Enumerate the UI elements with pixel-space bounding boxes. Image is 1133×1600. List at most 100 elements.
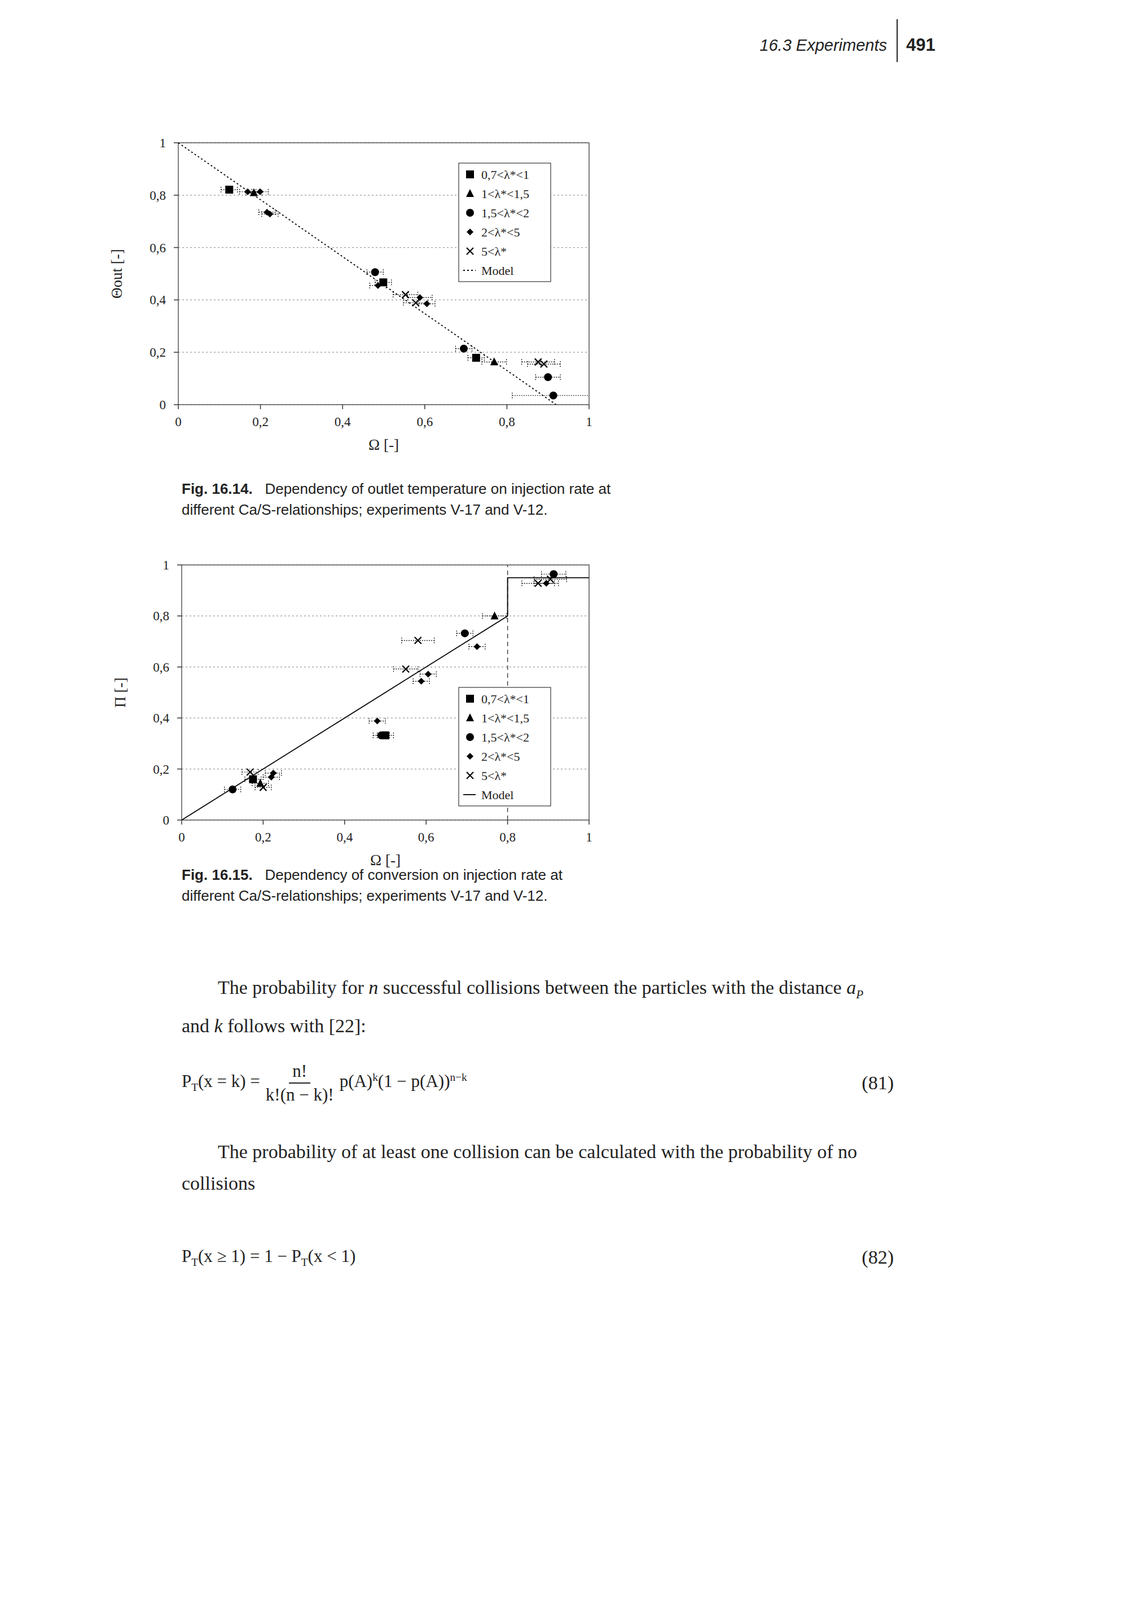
numerator: n! — [288, 1060, 311, 1084]
figure-caption: Fig. 16.14. Dependency of outlet tempera… — [181, 478, 611, 521]
data-point — [540, 360, 548, 368]
x-tick — [262, 819, 265, 825]
text-run: successful collisions between the partic… — [378, 976, 847, 998]
caption-line: Fig. 16.15. Dependency of conversion on … — [181, 864, 563, 886]
legend: 0,7<λ*<11<λ*<1,51,5<λ*<22<λ*<55<λ*Model — [458, 687, 551, 806]
x-tick — [506, 404, 508, 410]
x-tick — [588, 819, 590, 825]
model-line — [181, 577, 590, 820]
text-run: P — [855, 987, 864, 1001]
text-run: follows with [22]: — [222, 1015, 367, 1036]
text-run: n — [368, 976, 379, 998]
legend-swatch — [466, 247, 474, 255]
legend-swatch — [466, 228, 474, 236]
data-point — [377, 731, 386, 740]
legend: 0,7<λ*<11<λ*<1,51,5<λ*<22<λ*<55<λ*Model — [458, 163, 551, 282]
error-bar — [239, 189, 256, 195]
grid-line — [181, 666, 590, 667]
error-bar — [369, 718, 386, 724]
data-point — [266, 210, 274, 218]
legend-box — [458, 687, 551, 806]
legend-swatch — [466, 208, 474, 217]
equation-body: PT(x ≥ 1) = 1 − PT(x < 1) — [181, 1245, 356, 1269]
plot-area — [181, 564, 590, 820]
legend-label: 2<λ*<5 — [481, 749, 520, 764]
legend-label: 1,5<λ*<2 — [481, 730, 530, 745]
y-tick-label: 0,8 — [152, 608, 170, 623]
plot-frame — [181, 564, 590, 820]
error-bar — [521, 580, 555, 587]
section-title: 16.3 Experiments — [759, 36, 887, 55]
error-bar — [413, 678, 430, 684]
header-rule — [896, 19, 898, 63]
equation-term: p(A) — [339, 1070, 373, 1091]
y-tick-label: 0,6 — [152, 660, 170, 675]
equation-term: (x < 1) — [308, 1245, 357, 1266]
caption-line: different Ca/S-relationships; experiment… — [181, 885, 563, 907]
data-point — [424, 670, 432, 678]
y-tick-label: 1 — [159, 135, 167, 151]
grid-line — [178, 352, 590, 353]
y-tick — [177, 768, 182, 770]
data-point — [472, 353, 481, 362]
equation: PT(x = k) =n!k!(n − k)!p(A)k(1 − p(A))n−… — [181, 1060, 894, 1105]
y-axis-label: Π [-] — [111, 677, 129, 707]
text-run: The probability of at least one collisio… — [181, 1140, 858, 1194]
x-tick-label: 0,6 — [416, 414, 433, 429]
equation: PT(x ≥ 1) = 1 − PT(x < 1)(82) — [181, 1245, 894, 1269]
equation-term: n−k — [449, 1070, 467, 1083]
legend-swatch — [463, 793, 476, 796]
caption-text: Dependency of outlet temperature on inje… — [264, 480, 611, 498]
legend-swatch — [466, 170, 474, 179]
data-point — [423, 300, 430, 307]
error-bar — [521, 358, 555, 365]
equation-number: (81) — [861, 1072, 894, 1094]
plot-frame — [178, 142, 590, 405]
x-tick-label: 1 — [585, 830, 593, 845]
error-bar — [534, 580, 559, 587]
error-bar — [527, 361, 561, 367]
y-tick — [177, 666, 182, 668]
y-axis-label: Θout [-] — [108, 248, 126, 299]
y-tick — [173, 299, 179, 301]
caption-text: different Ca/S-relationships; experiment… — [181, 886, 548, 904]
equation-term: T — [191, 1081, 199, 1093]
data-point — [490, 611, 499, 619]
error-bar — [262, 774, 280, 780]
data-point — [418, 677, 425, 685]
grid-line — [178, 299, 590, 301]
equation-term: (x = k) = — [198, 1070, 261, 1091]
y-tick-label: 0 — [159, 397, 167, 412]
error-bar — [468, 643, 486, 650]
chart: 00,20,40,60,8100,20,40,60,81Ω [-]Π [-]0,… — [111, 558, 593, 869]
legend-label: 5<λ* — [481, 244, 507, 259]
text-run: k — [214, 1015, 223, 1036]
data-point — [460, 629, 469, 638]
y-tick — [173, 403, 179, 406]
y-tick-label: 0,2 — [149, 345, 166, 360]
x-tick — [181, 819, 183, 825]
legend-label: 1<λ*<1,5 — [481, 186, 530, 201]
data-point — [534, 358, 542, 366]
equation-term: (x ≥ 1) = 1 − P — [198, 1245, 302, 1266]
legend-box — [458, 163, 551, 282]
x-tick — [588, 404, 590, 410]
fraction: n!k!(n − k)! — [262, 1060, 338, 1105]
x-tick — [424, 404, 426, 410]
y-tick-label: 0,4 — [149, 292, 166, 307]
y-tick — [173, 194, 179, 196]
data-point — [473, 643, 481, 651]
caption-text: Dependency of conversion on injection ra… — [264, 866, 563, 884]
y-tick-label: 1 — [163, 558, 170, 573]
x-tick-label: 0 — [178, 830, 186, 845]
data-point — [371, 268, 380, 276]
y-tick-label: 0,6 — [149, 240, 166, 256]
error-bar — [407, 294, 433, 301]
x-tick — [425, 819, 427, 825]
y-tick — [173, 142, 179, 144]
equation-term: P — [181, 1245, 192, 1266]
data-point — [402, 665, 410, 673]
equation-term: (1 − p(A)) — [378, 1070, 451, 1091]
legend-label: 0,7<λ*<1 — [481, 167, 530, 182]
error-bar — [401, 637, 435, 644]
